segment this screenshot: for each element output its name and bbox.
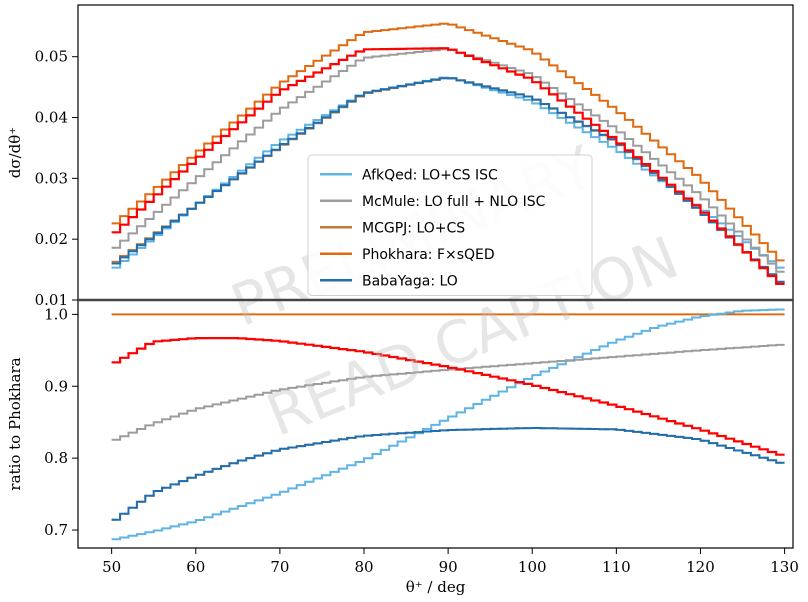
panel-frames: [77, 4, 794, 549]
bottom-series-red-5: [111, 337, 785, 456]
x-tick-label: 50: [102, 558, 121, 576]
bottom-y-tick-label: 0.9: [44, 377, 68, 395]
bottom-series-afkqed-lo-cs-isc: [111, 308, 785, 541]
top-y-axis-label: dσ/dθ⁺: [6, 127, 24, 178]
legend-box: [307, 154, 593, 296]
bottom-y-ticks: 0.7 0.8 0.9 1.0: [44, 305, 78, 539]
bottom-y-tick-label: 0.7: [44, 521, 68, 539]
legend-label-mcmule-lo-full-nlo-isc: McMule: LO full + NLO ISC: [362, 194, 546, 210]
x-tick-label: 70: [270, 558, 289, 576]
top-y-tick-label: 0.02: [35, 230, 68, 248]
x-tick-label: 60: [186, 558, 205, 576]
x-tick-label: 80: [354, 558, 373, 576]
bottom-y-tick-label: 0.8: [44, 449, 68, 467]
bottom-series-group: [111, 308, 785, 541]
x-tick-label: 120: [686, 558, 715, 576]
bottom-series-mcgpj-lo-cs: [111, 427, 785, 521]
bottom-y-tick-label: 1.0: [44, 305, 68, 323]
x-tick-label: 110: [602, 558, 631, 576]
top-series-babayaga-lo: [111, 77, 785, 283]
bottom-series-mcmule-lo-full-nlo-isc: [111, 343, 785, 441]
top-y-tick-label: 0.04: [35, 109, 68, 127]
legend-label-babayaga-lo: BabaYaga: LO: [362, 273, 458, 289]
bottom-x-ticks: 50 60 70 80 90 100 110 120 130: [102, 548, 799, 576]
legend-items: AfkQed: LO+CS ISC McMule: LO full + NLO I…: [320, 167, 546, 289]
x-tick-label: 100: [518, 558, 547, 576]
top-y-tick-label: 0.01: [35, 291, 68, 309]
top-y-tick-label: 0.03: [35, 169, 68, 187]
legend-label-afkqed-lo-cs-isc: AfkQed: LO+CS ISC: [362, 167, 498, 183]
top-y-tick-label: 0.05: [35, 48, 68, 66]
bottom-series-babayaga-lo: [111, 427, 785, 521]
x-tick-label: 90: [439, 558, 458, 576]
legend-label-mcgpj-lo-cs: MCGPJ: LO+CS: [362, 220, 465, 236]
top-panel: 0.01 0.02 0.03 0.04 0.05 dσ/dθ⁺: [6, 22, 785, 309]
legend-label-phokhara-f-sqed: Phokhara: F×sQED: [362, 247, 495, 263]
top-y-ticks: 0.01 0.02 0.03 0.04 0.05: [35, 48, 78, 309]
top-series-group: [111, 22, 785, 285]
legend: AfkQed: LO+CS ISC McMule: LO full + NLO I…: [307, 154, 593, 296]
x-axis-label: θ⁺ / deg: [406, 578, 466, 596]
top-series-red-5: [111, 47, 785, 285]
top-series-phokhara-f-sqed: [111, 22, 785, 262]
x-tick-label: 130: [770, 558, 799, 576]
bottom-y-axis-label: ratio to Phokhara: [6, 357, 24, 490]
bottom-panel: 0.7 0.8 0.9 1.0 50 60 70 80 90 100 110 120 130 rati…: [6, 305, 799, 596]
